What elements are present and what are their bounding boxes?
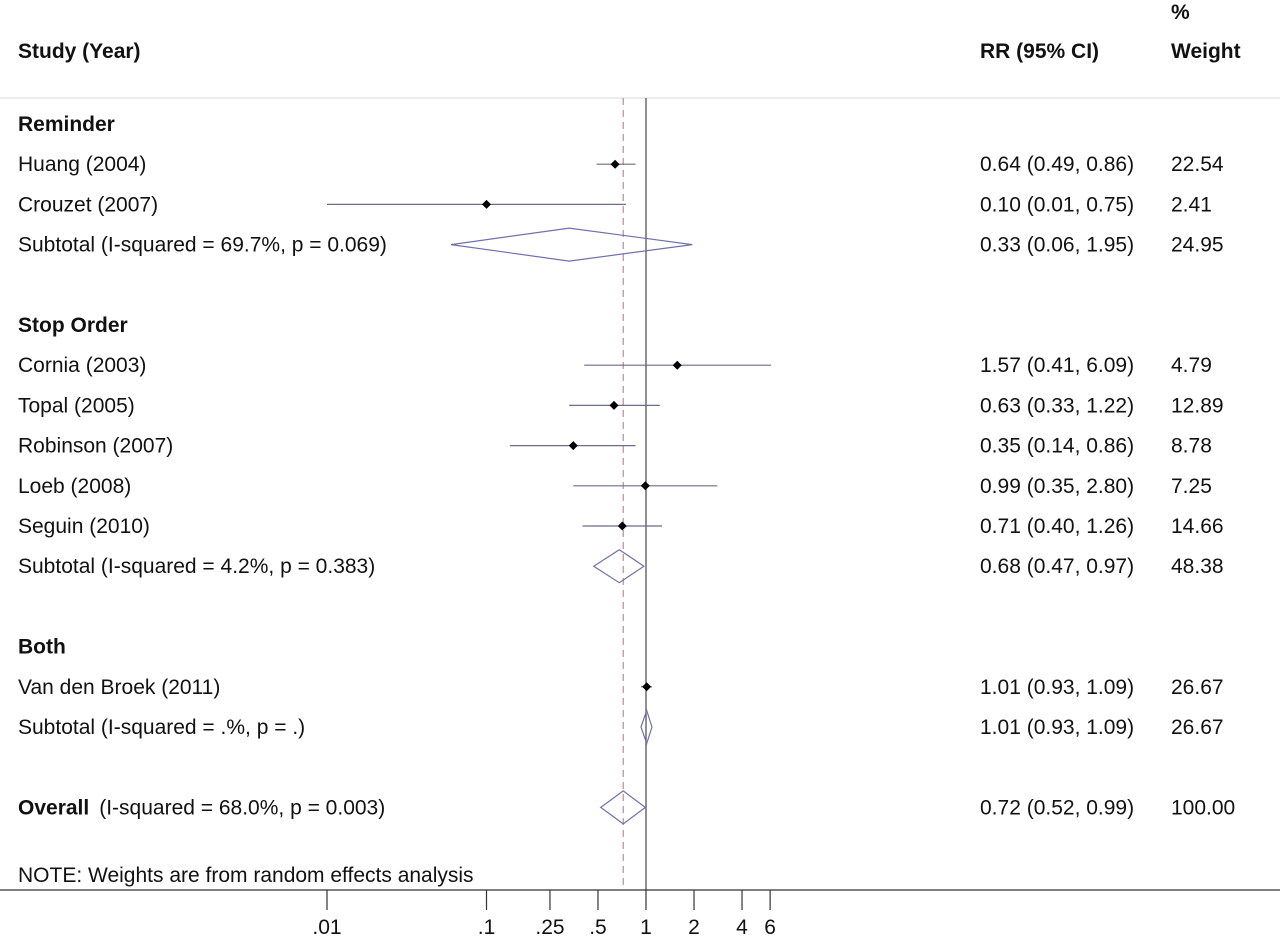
study-label: Robinson (2007) <box>18 435 173 458</box>
rr-ci-value: 0.71 (0.40, 1.26) <box>980 515 1134 538</box>
header: Study (Year) RR (95% CI) % Weight <box>0 1 1280 99</box>
subtotal-label: Subtotal (I-squared = 4.2%, p = 0.383) <box>18 555 375 578</box>
subtotal-label: Subtotal (I-squared = .%, p = .) <box>18 716 305 739</box>
x-tick-label: 1 <box>640 916 652 939</box>
x-tick-label: 4 <box>736 916 748 939</box>
point-estimate <box>482 199 491 209</box>
group-label: Stop Order <box>18 314 128 337</box>
rr-ci-value: 1.01 (0.93, 1.09) <box>980 676 1134 699</box>
subtotal-diamond <box>592 548 645 584</box>
subtotal-diamond <box>640 708 653 746</box>
weight-value: 22.54 <box>1171 153 1224 176</box>
study-label: Seguin (2010) <box>18 515 150 538</box>
rr-ci-value: 0.33 (0.06, 1.95) <box>980 234 1134 257</box>
column-header-rr: RR (95% CI) <box>980 40 1099 63</box>
point-estimate <box>617 521 627 531</box>
weight-value: 14.66 <box>1171 515 1224 538</box>
rr-ci-value: 0.10 (0.01, 0.75) <box>980 193 1134 216</box>
point-estimate <box>568 441 578 451</box>
point-estimate <box>642 682 652 692</box>
rr-ci-value: 0.72 (0.52, 0.99) <box>980 796 1134 819</box>
point-estimate <box>609 400 619 410</box>
group-label: Both <box>18 636 66 659</box>
column-header-weight-pct: % <box>1171 1 1190 24</box>
x-tick-label: .01 <box>312 916 341 939</box>
study-label: Van den Broek (2011) <box>18 676 220 699</box>
study-label: Cornia (2003) <box>18 354 146 377</box>
column-header-study: Study (Year) <box>18 40 141 63</box>
subtotal-label: Subtotal (I-squared = 69.7%, p = 0.069) <box>18 234 387 257</box>
weight-value: 26.67 <box>1171 716 1224 739</box>
weight-value: 7.25 <box>1171 475 1212 498</box>
point-estimate <box>672 360 682 370</box>
overall-label-stats: (I-squared = 68.0%, p = 0.003) <box>99 796 385 819</box>
rr-ci-value: 0.35 (0.14, 0.86) <box>980 435 1134 458</box>
weight-value: 24.95 <box>1171 234 1224 257</box>
column-header-weight: Weight <box>1171 40 1241 63</box>
x-tick-label: .5 <box>589 916 607 939</box>
weight-value: 4.79 <box>1171 354 1212 377</box>
rr-ci-value: 0.63 (0.33, 1.22) <box>980 394 1134 417</box>
weight-value: 48.38 <box>1171 555 1224 578</box>
study-label: Huang (2004) <box>18 153 146 176</box>
weight-value: 26.67 <box>1171 676 1224 699</box>
weight-value: 8.78 <box>1171 435 1212 458</box>
rr-ci-value: 0.64 (0.49, 0.86) <box>980 153 1134 176</box>
rr-ci-value: 1.01 (0.93, 1.09) <box>980 716 1134 739</box>
rr-ci-value: 0.99 (0.35, 2.80) <box>980 475 1134 498</box>
weight-value: 100.00 <box>1171 796 1235 819</box>
overall-label-bold: Overall <box>18 796 89 819</box>
x-tick-label: .25 <box>535 916 564 939</box>
study-label: Loeb (2008) <box>18 475 131 498</box>
rr-ci-value: 1.57 (0.41, 6.09) <box>980 354 1134 377</box>
reference-lines <box>622 98 647 890</box>
weight-value: 2.41 <box>1171 193 1212 216</box>
x-tick-label: 2 <box>688 916 700 939</box>
subtotal-diamond <box>451 227 693 262</box>
study-rows: Reminder Huang (2004) 0.64 (0.49, 0.86) 22.… <box>18 113 1235 825</box>
x-tick-label: 6 <box>764 916 776 939</box>
overall-diamond <box>599 790 647 825</box>
point-estimate <box>610 159 620 169</box>
note-text: NOTE: Weights are from random effects an… <box>18 864 474 887</box>
overall-label: Overall (I-squared = 68.0%, p = 0.003) <box>18 796 385 819</box>
study-label: Topal (2005) <box>18 394 135 417</box>
study-label: Crouzet (2007) <box>18 193 158 216</box>
group-label: Reminder <box>18 113 115 136</box>
x-axis: .01 .1 .25 .5 1 2 4 6 <box>0 889 1280 939</box>
x-tick-label: .1 <box>478 916 496 939</box>
weight-value: 12.89 <box>1171 394 1224 417</box>
point-estimate <box>640 481 650 491</box>
rr-ci-value: 0.68 (0.47, 0.97) <box>980 555 1134 578</box>
